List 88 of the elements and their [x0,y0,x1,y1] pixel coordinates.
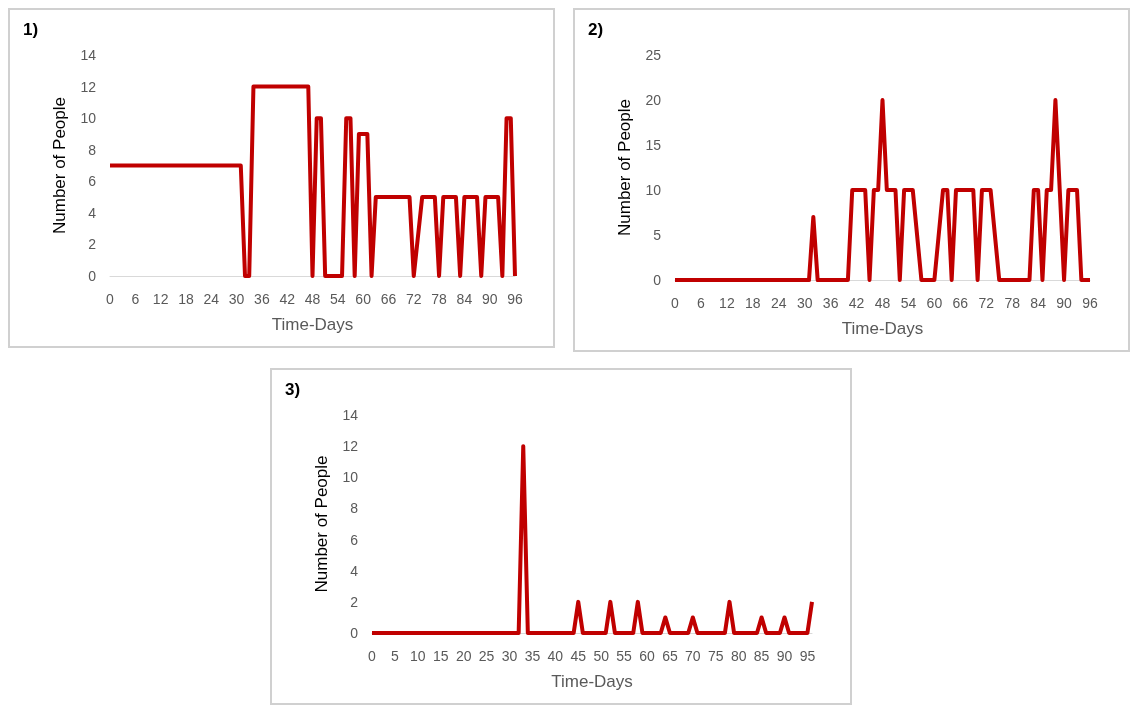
chart-title: 1) [23,20,39,39]
y-tick-label: 8 [350,500,359,517]
y-tick-label: 25 [645,47,662,63]
x-tick-label: 90 [481,291,498,307]
x-tick-label: 60 [639,648,655,664]
y-tick-label: 5 [653,227,662,243]
x-tick-label: 96 [507,291,523,307]
y-tick-label: 12 [80,78,97,95]
y-tick-label: 0 [88,268,97,284]
y-tick-label: 20 [645,92,662,108]
y-tick-label: 2 [350,593,359,610]
x-tick-label: 0 [106,291,115,307]
y-tick-label: 4 [88,204,97,221]
x-tick-label: 20 [455,648,472,664]
y-tick-label: 6 [350,531,359,548]
x-tick-label: 12 [152,291,169,307]
x-tick-label: 6 [697,295,706,311]
x-tick-label: 60 [926,295,943,311]
y-tick-label: 10 [80,110,97,127]
x-tick-label: 65 [662,648,678,664]
x-tick-label: 30 [796,295,813,311]
x-tick-label: 36 [254,291,270,307]
x-tick-label: 84 [456,291,473,307]
x-tick-label: 30 [501,648,518,664]
x-tick-label: 0 [368,648,377,664]
x-tick-label: 15 [432,648,449,664]
x-tick-label: 78 [431,291,448,307]
x-tick-label: 35 [524,648,541,664]
x-tick-label: 25 [478,648,495,664]
x-tick-label: 48 [304,291,321,307]
x-tick-label: 48 [874,295,891,311]
x-tick-label: 5 [391,648,400,664]
y-tick-label: 12 [342,438,359,455]
y-tick-label: 0 [350,625,359,641]
x-tick-label: 85 [753,648,770,664]
y-tick-label: 15 [645,137,662,153]
x-tick-label: 90 [776,648,793,664]
y-tick-label: 14 [80,47,97,63]
y-tick-label: 10 [342,469,359,486]
x-tick-label: 95 [799,648,816,664]
x-tick-label: 70 [685,648,701,664]
x-tick-label: 12 [719,295,735,311]
x-tick-label: 55 [616,648,633,664]
y-tick-label: 0 [653,272,662,288]
x-tick-label: 18 [745,295,761,311]
y-tick-label: 4 [350,562,359,579]
x-tick-label: 42 [848,295,865,311]
x-tick-label: 18 [178,291,194,307]
x-tick-label: 40 [547,648,564,664]
x-axis-title: Time-Days [841,319,924,338]
x-tick-label: 75 [707,648,724,664]
x-tick-label: 36 [822,295,839,311]
x-tick-label: 84 [1030,295,1047,311]
y-tick-label: 6 [88,173,97,190]
x-tick-label: 42 [279,291,296,307]
x-tick-label: 30 [228,291,245,307]
x-tick-label: 72 [978,295,995,311]
x-tick-label: 54 [900,295,917,311]
x-tick-label: 60 [355,291,372,307]
x-tick-label: 50 [593,648,610,664]
x-tick-label: 6 [131,291,140,307]
x-tick-label: 54 [330,291,346,307]
x-tick-label: 45 [570,648,587,664]
x-axis-title: Time-Days [271,315,354,334]
x-tick-label: 10 [410,648,426,664]
y-tick-label: 2 [88,236,97,253]
y-axis-title: Number of People [615,98,634,237]
y-tick-label: 14 [342,407,359,423]
x-tick-label: 66 [380,291,397,307]
x-tick-label: 90 [1056,295,1073,311]
x-tick-label: 24 [203,291,220,307]
x-tick-label: 24 [770,295,787,311]
chart-title: 2) [588,20,604,39]
x-tick-label: 78 [1004,295,1021,311]
line-series [673,98,1092,282]
chart-title: 3) [285,380,301,399]
x-tick-label: 0 [671,295,680,311]
line-series [108,84,517,278]
y-axis-title: Number of People [50,96,69,235]
x-tick-label: 72 [405,291,422,307]
x-tick-label: 66 [952,295,969,311]
x-tick-label: 80 [730,648,747,664]
y-axis-title: Number of People [312,455,331,593]
y-tick-label: 8 [88,141,97,158]
x-tick-label: 96 [1082,295,1098,311]
x-axis-title: Time-Days [551,672,633,691]
line-series [370,444,814,635]
y-tick-label: 10 [645,182,662,198]
